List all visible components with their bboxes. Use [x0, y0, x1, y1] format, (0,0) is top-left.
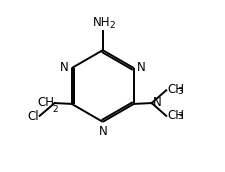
Text: CH: CH — [37, 96, 54, 109]
Text: NH: NH — [93, 16, 110, 29]
Text: 2: 2 — [109, 21, 114, 30]
Text: N: N — [98, 125, 107, 138]
Text: CH: CH — [166, 83, 183, 96]
Text: 3: 3 — [176, 112, 182, 121]
Text: 3: 3 — [176, 87, 182, 96]
Text: CH: CH — [166, 109, 183, 122]
Text: 2: 2 — [52, 105, 57, 114]
Text: Cl: Cl — [27, 110, 39, 123]
Text: N: N — [60, 61, 68, 74]
Text: N: N — [152, 96, 161, 109]
Text: N: N — [136, 61, 145, 74]
